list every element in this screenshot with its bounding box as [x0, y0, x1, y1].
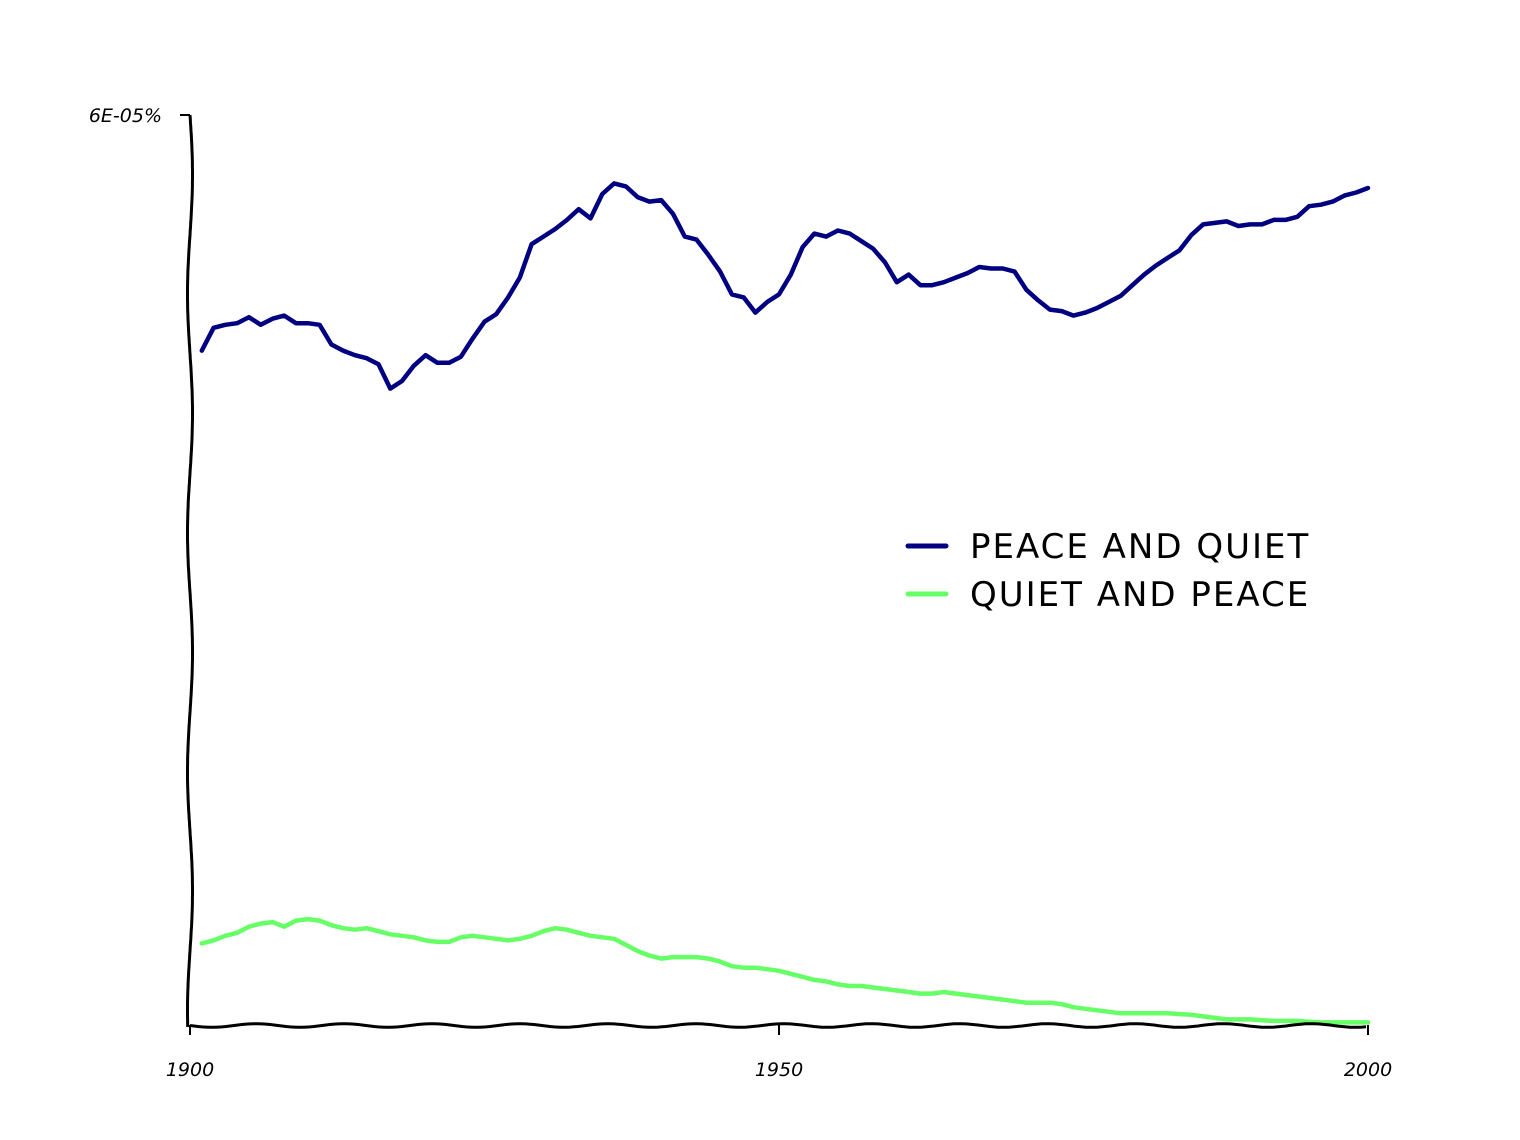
x-tick-label: 1950	[755, 1059, 803, 1081]
axis-ticks: 1900 1950 2000 6E-05%	[89, 105, 1392, 1081]
plot-lines	[199, 181, 1371, 1025]
series-line-2	[199, 916, 1371, 1025]
legend: PEACE AND QUIET QUIET AND PEACE	[905, 527, 1310, 615]
series-line-1	[199, 181, 1371, 391]
x-axis	[189, 1022, 1367, 1029]
y-tick-label: 6E-05%	[89, 105, 162, 127]
x-tick-label: 1900	[166, 1059, 214, 1081]
y-axis	[186, 114, 194, 1028]
legend-label: PEACE AND QUIET	[970, 527, 1310, 567]
legend-label: QUIET AND PEACE	[970, 575, 1310, 615]
x-tick-label: 2000	[1344, 1059, 1392, 1081]
